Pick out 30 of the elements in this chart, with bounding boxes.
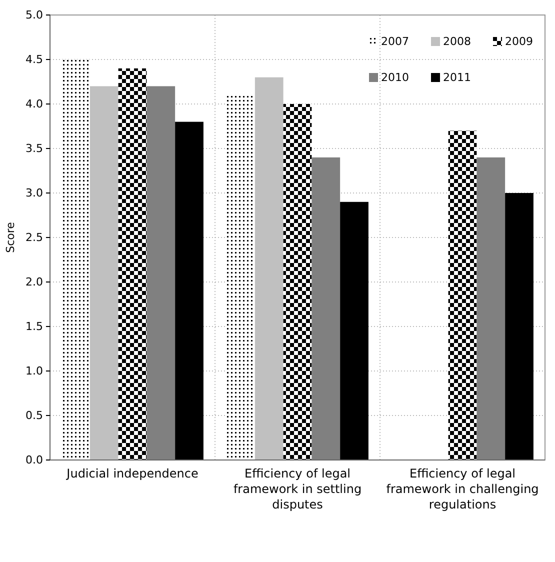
legend-label: 2007 [381,35,409,48]
y-tick-label: 2.5 [26,231,43,244]
y-tick-label: 0.5 [26,409,43,422]
y-tick-label: 4.5 [26,53,43,66]
y-tick-label: 1.5 [26,320,43,334]
y-tick-label: 1.0 [26,364,43,378]
bar [283,104,312,460]
bar [340,202,368,460]
bar [118,68,147,460]
y-tick-label: 0.0 [26,454,43,467]
y-axis-title: Score [4,222,17,253]
legend-label: 2011 [443,71,471,84]
x-tick-label: Efficiency of legal framework in settling disputes [233,466,362,512]
y-tick-label: 5.0 [26,8,43,22]
bar [476,157,506,460]
y-tick-label: 3.5 [26,142,43,156]
bar [146,86,176,460]
legend-label: 2009 [505,35,533,48]
y-tick-label: 4.0 [26,98,43,111]
x-tick-label: Efficiency of legal framework in challenging regulations [386,466,539,512]
bar [90,86,118,460]
bar [448,130,477,460]
x-tick-label: Judicial independence [66,466,198,480]
y-tick-label: 3.0 [26,186,43,200]
legend-label: 2010 [381,71,409,84]
legend-label: 2008 [443,35,471,48]
y-tick-label: 2.0 [26,276,43,289]
bar [175,122,204,460]
bar [312,157,340,460]
bar [505,193,534,460]
